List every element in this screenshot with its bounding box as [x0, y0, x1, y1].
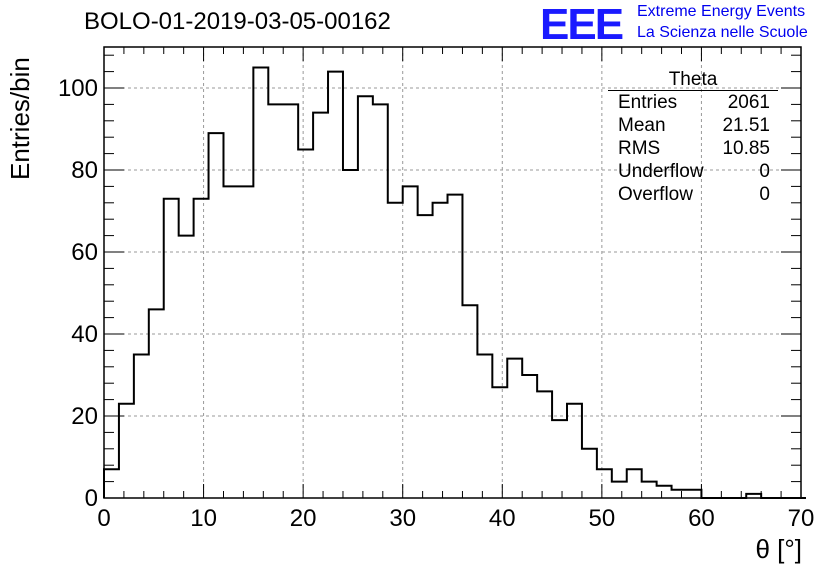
- y-tick-label: 60: [71, 239, 98, 266]
- y-tick-label: 20: [71, 403, 98, 430]
- stats-box: Theta Entries 2061 Mean 21.51 RMS 10.85 Und…: [608, 70, 778, 206]
- histogram-bin: [567, 404, 582, 498]
- histogram-bin: [642, 482, 657, 498]
- x-tick-label: 30: [389, 505, 416, 532]
- stats-row-underflow: Underflow 0: [608, 160, 778, 183]
- histogram-bin: [492, 387, 507, 498]
- y-axis-label: Entries/bin: [5, 57, 35, 180]
- histogram-bin: [313, 113, 328, 498]
- histogram-bin: [612, 482, 627, 498]
- histogram-bin: [164, 199, 179, 498]
- stats-label: Entries: [618, 92, 678, 113]
- plot-frame: [103, 46, 802, 499]
- histogram-bin: [597, 469, 612, 498]
- logo-tagline-2: La Scienza nelle Scuole: [637, 24, 808, 41]
- eee-logo: EEE: [540, 0, 624, 49]
- logo-tagline-1: Extreme Energy Events: [637, 3, 806, 20]
- stats-label: Overflow: [618, 184, 693, 205]
- histogram-bin: [209, 133, 224, 498]
- y-tick-label: 0: [85, 485, 98, 512]
- y-tick-label: 40: [71, 321, 98, 348]
- stats-label: RMS: [618, 138, 661, 159]
- histogram-bin: [433, 203, 448, 498]
- x-tick-label: 70: [788, 505, 815, 532]
- stats-name: Theta: [608, 70, 778, 91]
- stats-row-overflow: Overflow 0: [608, 183, 778, 206]
- stats-value: 0: [759, 161, 770, 182]
- y-tick-label: 100: [58, 75, 98, 102]
- stats-value: 10.85: [722, 138, 770, 159]
- histogram-bin: [149, 309, 164, 498]
- histogram-bin: [343, 170, 358, 498]
- histogram-bin: [223, 186, 238, 498]
- histogram-bin: [657, 486, 672, 498]
- histogram-bin: [298, 150, 313, 499]
- histogram-bin: [268, 104, 283, 498]
- histogram-bin: [104, 469, 119, 498]
- stats-row-rms: RMS 10.85: [608, 137, 778, 160]
- histogram-bin: [373, 104, 388, 498]
- stats-value: 0: [759, 184, 770, 205]
- chart-title: BOLO-01-2019-03-05-00162: [84, 8, 391, 35]
- stats-row-mean: Mean 21.51: [608, 114, 778, 137]
- histogram-bin: [253, 68, 268, 499]
- histogram-bin: [448, 195, 463, 498]
- histogram-bin: [194, 199, 209, 498]
- stats-value: 21.51: [722, 115, 770, 136]
- histogram-bin: [522, 375, 537, 498]
- x-tick-label: 10: [190, 505, 217, 532]
- x-axis-label: θ [°]: [755, 534, 802, 564]
- histogram-bin: [238, 186, 253, 498]
- histogram-bin: [134, 355, 149, 499]
- histogram-bin: [686, 490, 701, 498]
- y-tick-label: 80: [71, 157, 98, 184]
- stats-label: Underflow: [618, 161, 704, 182]
- x-tick-label: 20: [290, 505, 317, 532]
- histogram-bin: [418, 215, 433, 498]
- histogram-bin: [507, 359, 522, 498]
- histogram-bin: [672, 490, 687, 498]
- histogram-bin: [388, 203, 403, 498]
- stats-value: 2061: [727, 92, 770, 113]
- x-tick-label: 0: [97, 505, 110, 532]
- histogram-bin: [627, 469, 642, 498]
- histogram-bin: [179, 236, 194, 498]
- histogram-bin: [552, 420, 567, 498]
- x-tick-label: 60: [688, 505, 715, 532]
- histogram-bin: [537, 391, 552, 498]
- histogram-outline: [103, 66, 806, 499]
- x-tick-label: 40: [489, 505, 516, 532]
- histogram-bin: [462, 305, 477, 498]
- histogram-bin: [403, 186, 418, 498]
- histogram-bin: [477, 355, 492, 499]
- stats-label: Mean: [618, 115, 666, 136]
- histogram-bin: [328, 72, 343, 498]
- histogram-bin: [358, 96, 373, 498]
- histogram-bin: [283, 104, 298, 498]
- histogram-bin: [582, 449, 597, 498]
- x-tick-label: 50: [589, 505, 616, 532]
- histogram-bin: [119, 404, 134, 498]
- stats-row-entries: Entries 2061: [608, 91, 778, 114]
